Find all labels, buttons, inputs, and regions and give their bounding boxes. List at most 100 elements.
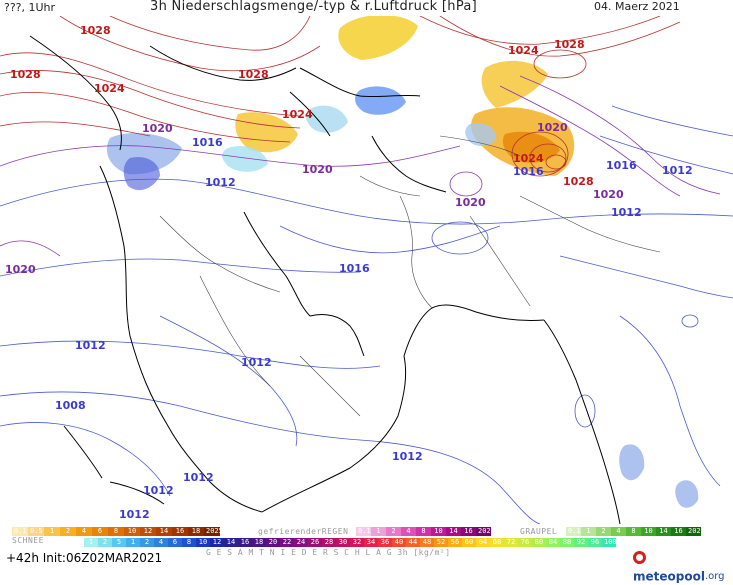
legend-cell: 6 [92,527,108,536]
coastline [309,313,365,357]
legend-cell: 0.1 [356,527,371,536]
isobar-label: 1020 [302,163,333,176]
isobar-line [0,52,301,117]
isobar-label: 1016 [339,262,370,275]
legend-cell: 16 [172,527,188,536]
legend-cell: 84 [546,538,560,547]
legend-cell: 64 [476,538,490,547]
rain-area [355,86,406,115]
legend-cell: 60 [462,538,476,547]
isobar-label: 1020 [5,263,36,276]
legend-cell: 2025+ [476,527,500,536]
legend-cell: 4 [611,527,626,536]
isobar-label: 1028 [554,38,585,51]
isobar-line [519,75,721,195]
legend-cell: 4 [154,538,168,547]
country-border [359,175,421,197]
isobar-line [0,70,301,129]
logo-text: meteopool [633,569,705,584]
low-pressure-isobars [0,105,733,524]
country-border [439,135,521,157]
country-border [159,215,281,293]
location-label: ???, 1Uhr [4,1,56,14]
legend-cell: 0.5 [28,527,44,536]
legend-cell: 30 [336,538,350,547]
coastline [109,481,165,505]
legend-cell: 100 [602,538,617,547]
isobar-label: 1020 [537,121,568,134]
legend-cell: 14 [446,527,461,536]
isobar-label: 1016 [192,136,223,149]
legend-cell: 1 [44,527,60,536]
coastline [543,319,621,524]
legend-cell: 18 [188,527,204,536]
total-precipitation-label: G E S A M T N I E D E R S C H L A G 3h [… [206,548,451,557]
freezing-rain-scale: 0.1 1 2 4 8 10 14 16 2025+ [356,527,500,536]
legend-cell: 34 [364,538,378,547]
isobar-label: 1012 [662,164,693,177]
isobar-label: 1028 [10,68,41,81]
isobar-line [431,221,489,255]
legend-cell: 10 [641,527,656,536]
legend-cell: 0.1 [12,527,28,536]
isobar-label: 1012 [392,450,423,463]
rain-area [465,122,497,146]
legend-cell: 4 [76,527,92,536]
legend-cell: 12 [210,538,224,547]
country-border [299,355,361,417]
rain-area [675,480,699,508]
snow-area [235,112,298,153]
legend-cell: 80 [532,538,546,547]
isobar-label: 1020 [455,196,486,209]
snow-area [502,131,560,163]
legend-cell: 2 [98,538,112,547]
legend-cell: 24 [294,538,308,547]
isobar-line [419,16,661,45]
isobar-label: 1020 [142,122,173,135]
coastline [149,45,297,81]
legend-cell: 12 [140,527,156,536]
meteopool-logo[interactable]: meteopool.org [633,547,733,585]
legend-cell: 48 [420,538,434,547]
weather-map: 1028 1028 1024 1028 1024 1024 1028 1020 … [0,16,733,524]
mid-pressure-isobars [0,75,721,257]
coastline [261,355,407,513]
snow-label: SCHNEE [12,536,44,545]
isobar-line [574,394,596,428]
legend-cell: 2 [60,527,76,536]
isobar-line [439,16,681,57]
legend-cell: 28 [322,538,336,547]
isobar-label: 1008 [55,399,86,412]
logo-tld: .org [704,571,725,582]
legend-cell: 2025+ [686,527,710,536]
isobar-line [0,145,461,167]
country-border [199,275,271,387]
country-border [519,195,661,253]
isobar-label: 1016 [513,165,544,178]
legend-cell: 26 [308,538,322,547]
isobar-line [511,131,569,177]
legend-cell: 10 [431,527,446,536]
isobar-line [449,171,483,197]
isobar-line [0,422,171,497]
isobar-line [0,391,541,524]
valid-date: 04. Maerz 2021 [594,0,680,13]
isobar-label: 1024 [282,108,313,121]
legend-cell: 1 [126,538,140,547]
legend-cell: 16 [461,527,476,536]
legend-cell: 1 [581,527,596,536]
precipitation-legend: 0.1 0.5 1 2 4 6 8 10 12 14 16 18 2025+ SCHNEE gefrie… [0,524,733,584]
rain-area [619,444,645,481]
isobar-label: 1012 [241,356,272,369]
legend-cell: 2 [386,527,401,536]
isobar-label: 1028 [238,68,269,81]
coastline [289,91,331,137]
map-header: ???, 1Uhr 3h Niederschlagsmenge/-typ & r… [0,0,733,16]
isobar-label: 1012 [611,206,642,219]
legend-cell: 14 [656,527,671,536]
isobar-line [599,135,733,175]
isobar-label: 1012 [183,471,214,484]
freezing-rain-label: gefrierenderREGEN [258,527,349,536]
isobar-line [0,121,151,137]
legend-cell: 4 [401,527,416,536]
